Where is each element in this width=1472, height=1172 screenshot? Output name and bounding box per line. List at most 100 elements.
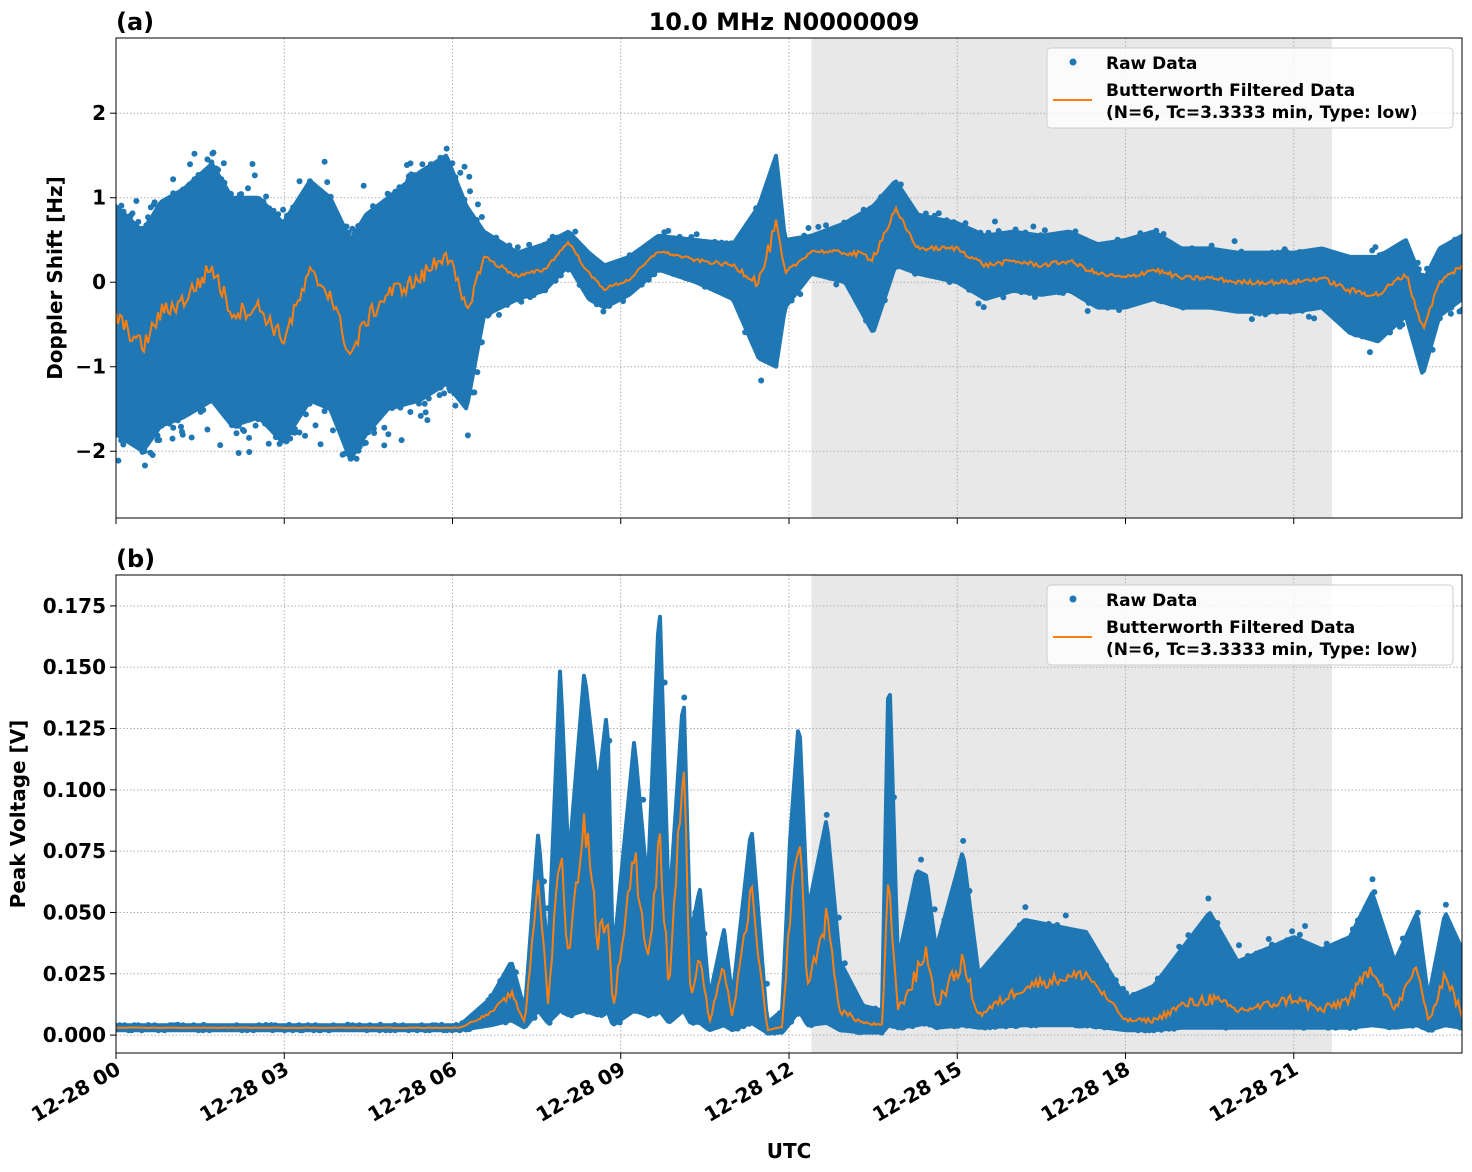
raw-data-point [1332, 1024, 1339, 1031]
legend: Raw Data Butterworth Filtered Data(N=6, T… [1046, 584, 1454, 666]
raw-data-point [681, 694, 688, 701]
raw-data-point [255, 416, 262, 423]
raw-data-point [593, 301, 600, 308]
raw-data-point [452, 402, 459, 409]
filtered-data-line [116, 205, 1462, 356]
raw-data-point [387, 1027, 394, 1034]
raw-data-point [362, 439, 369, 446]
raw-data-point [606, 737, 613, 744]
raw-data-point [954, 1022, 961, 1029]
raw-data-point [552, 277, 559, 284]
raw-data-point [1283, 248, 1290, 255]
raw-data-point [711, 238, 718, 245]
raw-data-point [506, 242, 513, 249]
raw-data-point [926, 1021, 933, 1028]
y-tick-label: 2 [92, 101, 106, 125]
raw-data-point [995, 228, 1002, 234]
y-tick-label: 0.075 [43, 839, 106, 863]
raw-data-point [302, 411, 309, 418]
raw-data-point [1130, 991, 1137, 998]
raw-data-point [1178, 945, 1185, 952]
raw-data-point [863, 317, 870, 324]
raw-data-point [912, 270, 919, 277]
y-tick-label: 0.025 [43, 962, 106, 986]
raw-data-point [1305, 313, 1312, 320]
raw-data-point [753, 205, 760, 212]
raw-data-point [1448, 304, 1455, 311]
raw-data-point [1299, 307, 1306, 314]
raw-data-point [235, 450, 242, 456]
raw-data-point [788, 1018, 795, 1025]
raw-data-point [141, 462, 148, 469]
raw-data-point [396, 184, 403, 191]
raw-data-point [471, 389, 478, 396]
raw-data-point [878, 1029, 885, 1036]
raw-data-point [443, 145, 450, 152]
raw-data-point [1419, 1024, 1426, 1030]
ylabel-a: Doppler Shift [Hz] [43, 176, 67, 380]
raw-data-point [1365, 899, 1372, 905]
raw-data-point [921, 1020, 928, 1027]
raw-data-point [120, 441, 127, 448]
raw-data-point [1387, 329, 1394, 336]
x-tick-label: 12-28 06 [363, 1057, 461, 1127]
raw-data-point [150, 201, 157, 208]
raw-data-point [1360, 911, 1367, 918]
raw-data-point [233, 430, 240, 437]
raw-data-point [1185, 932, 1192, 939]
raw-data-point [1244, 953, 1251, 959]
raw-data-point [1123, 990, 1130, 997]
raw-data-point [356, 1022, 363, 1029]
raw-data-point [554, 234, 561, 241]
raw-data-point [141, 448, 148, 455]
raw-data-point [220, 160, 227, 167]
raw-data-point [149, 452, 156, 458]
raw-data-point [808, 1022, 815, 1029]
y-tick-label: 0.100 [43, 778, 106, 802]
raw-data-point [733, 300, 740, 307]
raw-data-point [805, 225, 812, 231]
raw-data-point [478, 214, 485, 220]
raw-data-point [1248, 316, 1255, 323]
raw-data-point [295, 1022, 302, 1029]
raw-data-point [382, 1027, 389, 1034]
raw-data-point [523, 247, 530, 254]
raw-data-point [900, 1024, 907, 1031]
raw-data-point [1002, 1023, 1009, 1030]
raw-data-point [986, 1024, 993, 1031]
x-tick-label: 12-28 09 [532, 1057, 630, 1127]
raw-data-point [941, 916, 948, 923]
raw-data-point [169, 435, 176, 442]
legend-box [1046, 47, 1454, 129]
y-tick-label: 0.125 [43, 717, 106, 741]
raw-data-point [1150, 1027, 1157, 1034]
raw-data-point [467, 1025, 474, 1032]
raw-data-point [392, 188, 399, 195]
raw-data-point [170, 424, 177, 431]
legend-box [1046, 584, 1454, 666]
raw-data-point [1457, 1024, 1462, 1031]
raw-data-point [815, 223, 822, 230]
raw-data-point [1214, 920, 1221, 926]
panel-label-b: (b) [116, 545, 155, 573]
raw-data-point [740, 1023, 747, 1030]
raw-data-point [576, 281, 583, 288]
raw-data-point [504, 968, 511, 974]
raw-data-point [358, 221, 365, 228]
raw-data-point [344, 1021, 351, 1028]
raw-data-point [340, 435, 347, 442]
raw-data-point [841, 960, 848, 967]
raw-data-point [324, 179, 331, 186]
raw-data-point [1054, 922, 1061, 928]
legend-raw-marker [1069, 595, 1077, 603]
raw-data-point [889, 1022, 896, 1029]
raw-data-point [397, 404, 404, 411]
raw-data-point [1436, 315, 1443, 322]
raw-data-point [1000, 944, 1007, 951]
raw-data-point [154, 432, 161, 439]
raw-data-point [128, 1027, 135, 1034]
raw-data-point [249, 161, 256, 167]
raw-data-point [381, 424, 388, 431]
raw-data-point [1022, 904, 1029, 911]
